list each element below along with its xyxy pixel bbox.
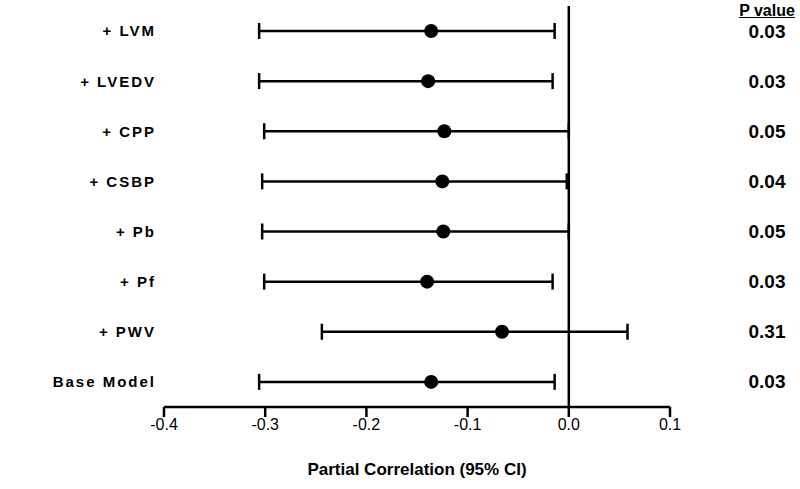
svg-text:-0.1: -0.1	[454, 416, 482, 433]
svg-text:0.05: 0.05	[749, 121, 786, 142]
svg-text:+ CSBP: + CSBP	[89, 173, 156, 190]
svg-text:0.0: 0.0	[558, 416, 580, 433]
svg-text:+ Pf: + Pf	[120, 273, 156, 290]
svg-text:+ LVEDV: + LVEDV	[80, 73, 156, 90]
svg-text:Partial Correlation (95% CI): Partial Correlation (95% CI)	[307, 460, 526, 479]
svg-text:0.03: 0.03	[749, 21, 786, 42]
svg-text:0.31: 0.31	[749, 321, 786, 342]
svg-text:-0.3: -0.3	[251, 416, 279, 433]
html-text:P value: P value	[739, 2, 795, 19]
svg-text:+ PWV: + PWV	[99, 323, 156, 340]
svg-text:Base Model: Base Model	[53, 373, 156, 390]
svg-text:0.1: 0.1	[659, 416, 681, 433]
svg-text:-0.4: -0.4	[150, 416, 178, 433]
svg-text:-0.2: -0.2	[353, 416, 381, 433]
svg-text:+ Pb: + Pb	[116, 223, 156, 240]
svg-text:0.04: 0.04	[749, 171, 786, 192]
svg-text:0.03: 0.03	[749, 371, 786, 392]
svg-text:0.03: 0.03	[749, 271, 786, 292]
svg-text:0.03: 0.03	[749, 71, 786, 92]
svg-text:0.05: 0.05	[749, 221, 786, 242]
svg-text:+ LVM: + LVM	[103, 22, 156, 39]
svg-text:+ CPP: + CPP	[102, 123, 156, 140]
